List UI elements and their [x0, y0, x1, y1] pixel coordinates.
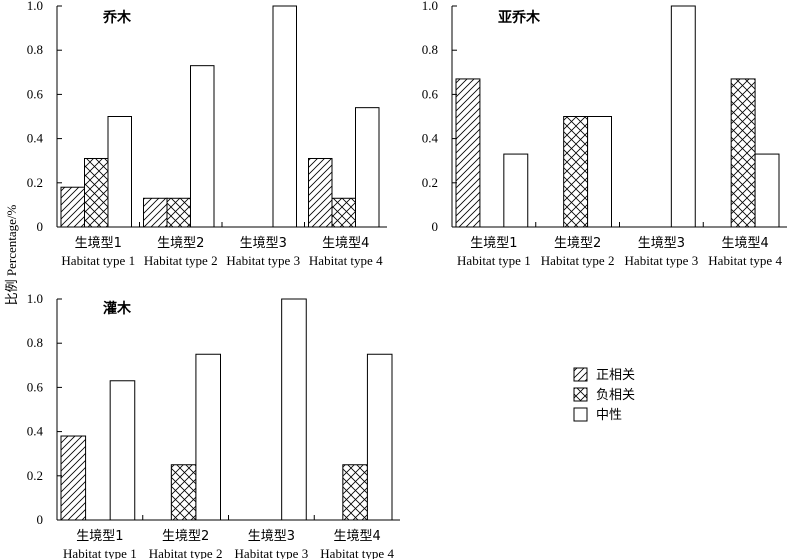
y-tick-label: 0 [432, 219, 439, 234]
x-tick-label-en: Habitat type 2 [144, 253, 218, 268]
bar [355, 107, 380, 228]
x-tick-label-en: Habitat type 2 [149, 546, 223, 559]
bar [170, 464, 197, 521]
y-tick-label: 1.0 [27, 0, 43, 13]
bar [308, 157, 333, 228]
x-tick-label-en: Habitat type 4 [320, 546, 394, 559]
x-tick-label: 生境型1 [75, 236, 122, 251]
x-tick-label-en: Habitat type 1 [457, 253, 531, 268]
bar [143, 197, 168, 228]
bar [331, 197, 356, 228]
bar [109, 380, 136, 521]
bar [503, 153, 529, 228]
x-tick-label: 生境型1 [470, 236, 517, 251]
x-tick-label-en: Habitat type 1 [63, 546, 137, 559]
x-tick-label: 生境型4 [322, 236, 369, 251]
y-tick-label: 0.4 [422, 131, 439, 146]
x-tick-label-en: Habitat type 4 [309, 253, 383, 268]
bar [587, 116, 612, 228]
legend-swatch [573, 387, 588, 402]
bar [281, 298, 307, 521]
y-tick-label: 0.2 [27, 468, 43, 483]
legend-label: 正相关 [596, 368, 635, 383]
x-tick-label-en: Habitat type 4 [708, 253, 782, 268]
legend-swatch [573, 407, 588, 422]
bar [563, 116, 589, 228]
y-tick-label: 1.0 [422, 0, 438, 13]
bar [670, 5, 696, 228]
x-tick-label: 生境型3 [248, 529, 295, 544]
panel-title: 乔木 [102, 9, 132, 26]
bar [455, 78, 481, 228]
x-tick-label-en: Habitat type 3 [235, 546, 309, 559]
panel-3: 灌木 0 0.2 0.4 0.6 0.8 1.0 生境型1 Habitat type 1 生境型2… [27, 291, 400, 559]
y-tick-label: 0.4 [27, 131, 44, 146]
y-tick-label: 0.2 [27, 175, 43, 190]
y-tick-label: 0.8 [422, 42, 438, 57]
legend-label: 负相关 [596, 388, 635, 403]
y-tick-label: 1.0 [27, 291, 43, 306]
y-axis-label: 比例 Percentage/% [4, 204, 19, 305]
x-tick-label-en: Habitat type 3 [625, 253, 699, 268]
x-tick-label: 生境型4 [333, 529, 380, 544]
x-tick-label: 生境型4 [721, 236, 768, 251]
x-tick-label: 生境型3 [240, 236, 287, 251]
x-tick-label: 生境型2 [554, 236, 601, 251]
x-tick-label: 生境型2 [157, 236, 204, 251]
panel-title: 灌木 [103, 300, 132, 317]
bar [342, 464, 368, 521]
x-tick-label-en: Habitat type 3 [226, 253, 300, 268]
x-tick-label: 生境型1 [76, 529, 123, 544]
bar [195, 353, 222, 521]
y-tick-label: 0.8 [27, 335, 43, 350]
bar [754, 153, 780, 228]
y-tick-label: 0.2 [422, 175, 438, 190]
bar [190, 65, 215, 228]
y-tick-label: 0.6 [27, 379, 44, 394]
bar [730, 78, 756, 228]
bar [60, 435, 87, 521]
y-tick-label: 0.8 [27, 42, 43, 57]
bar [166, 197, 191, 228]
y-tick-label: 0 [37, 512, 44, 527]
bar [60, 186, 85, 228]
x-tick-label-en: Habitat type 1 [61, 253, 135, 268]
y-tick-label: 0.4 [27, 424, 44, 439]
bar [272, 5, 297, 228]
x-tick-label: 生境型3 [638, 236, 685, 251]
legend-swatch [573, 367, 588, 382]
legend-label: 中性 [596, 408, 622, 423]
y-tick-label: 0 [37, 219, 44, 234]
panel-1: 乔木 0 0.2 0.4 0.6 0.8 1.0 生境型1 Habitat type 1 生境型2… [27, 0, 387, 268]
bar [84, 157, 109, 228]
bar [366, 353, 393, 521]
bar [107, 116, 132, 228]
panel-title: 亚乔木 [498, 9, 541, 26]
x-tick-label-en: Habitat type 2 [541, 253, 615, 268]
panel-2: 亚乔木 0 0.2 0.4 0.6 0.8 1.0 生境型1 Habitat type 1 生境型… [422, 0, 787, 268]
y-tick-label: 0.6 [422, 86, 439, 101]
x-tick-label: 生境型2 [162, 529, 209, 544]
y-tick-label: 0.6 [27, 86, 44, 101]
